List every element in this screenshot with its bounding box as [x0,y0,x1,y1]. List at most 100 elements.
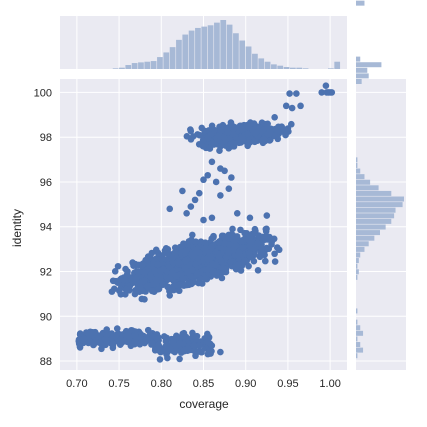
scatter-point [114,262,122,270]
y-tick-label: 98 [40,132,52,144]
right-hist-bar [356,230,380,236]
scatter-point [271,250,278,258]
right-hist-bar [356,73,369,79]
scatter-point [98,345,105,353]
right-hist-bar [356,252,361,258]
scatter-point [152,246,160,254]
scatter-point-outlier [187,203,195,210]
scatter-point [173,272,180,280]
y-tick-label: 96 [40,177,52,189]
scatter-point [204,256,212,263]
scatter-point [194,131,201,138]
scatter-point [185,238,193,245]
scatter-point-outlier [217,348,224,356]
x-tick-label: 0.80 [151,378,172,390]
scatter-point [176,340,184,347]
right-hist-bar [356,190,392,196]
scatter-point [225,249,232,256]
top-hist-bar [188,30,195,69]
right-hist-bar [356,342,361,348]
scatter-point [258,233,266,241]
scatter-point [250,257,258,265]
x-tick-label: 0.75 [108,378,129,390]
scatter-point [157,267,164,275]
scatter-point-outlier [286,90,293,97]
scatter-point [148,339,156,347]
scatter-point-outlier [200,216,207,224]
top-hist-bar [125,65,132,69]
scatter-point [227,258,234,265]
scatter-point [271,258,279,265]
scatter-point [204,330,211,338]
scatter-point [135,268,143,275]
scatter-point-outlier [228,174,235,181]
scatter-point [262,225,270,233]
top-hist-bar [264,61,271,69]
scatter-point [144,282,151,290]
scatter-point [235,249,243,257]
scatter-point [246,249,253,257]
right-hist-bar [356,202,403,208]
scatter-point [109,344,117,352]
scatter-point [264,120,271,128]
scatter-point [168,269,176,276]
top-hist-bar [296,67,303,69]
scatter-point [271,114,278,121]
right-hist-bar [356,174,365,180]
scatter-point [101,335,109,343]
top-hist-bar [207,25,214,70]
scatter-point [218,274,226,282]
top-hist-bar [220,20,227,69]
scatter-point [216,147,223,155]
scatter-point [202,239,209,246]
scatter-point [192,260,199,268]
scatter-point [206,145,214,152]
scatter-point [221,240,228,247]
top-marginal-histogram [60,16,347,70]
scatter-point [113,325,121,332]
scatter-point [103,326,111,333]
scatter-point [76,343,84,350]
scatter-point-outlier [166,205,174,213]
scatter-point [154,261,162,268]
right-hist-bar [356,207,396,213]
scatter-point [197,347,205,355]
top-hist-bar [226,24,233,69]
scatter-point [168,346,175,354]
scatter-point [175,287,183,295]
scatter-point [229,130,237,138]
scatter-point [250,120,258,127]
scatter-point [192,336,199,343]
scatter-point [164,354,171,362]
scatter-point [235,261,242,268]
x-tick-label: 0.70 [66,378,87,390]
right-hist-bar [356,274,358,280]
scatter-point [263,244,270,252]
scatter-point [246,233,254,240]
scatter-point [215,239,223,246]
y-tick-label: 100 [34,87,52,99]
x-tick-label: 1.00 [319,378,340,390]
scatter-point [254,240,261,247]
right-hist-bar [356,162,358,168]
scatter-point [230,125,237,132]
scatter-point [258,244,265,252]
right-hist-bar [356,179,371,185]
scatter-point [192,352,199,360]
scatter-point [190,342,198,349]
scatter-point [114,279,122,286]
right-hist-bar [356,325,361,331]
right-hist-bar [356,62,382,68]
scatter-point [201,245,208,252]
right-hist-bar [356,196,404,202]
scatter-point [144,326,152,334]
scatter-point [208,342,216,349]
scatter-point [90,341,97,349]
scatter-point [209,260,217,268]
scatter-point [125,328,132,336]
top-hist-bar [277,65,284,69]
right-hist-bar [356,213,395,219]
right-hist-bar [356,224,386,230]
scatter-point-outlier [212,178,220,186]
